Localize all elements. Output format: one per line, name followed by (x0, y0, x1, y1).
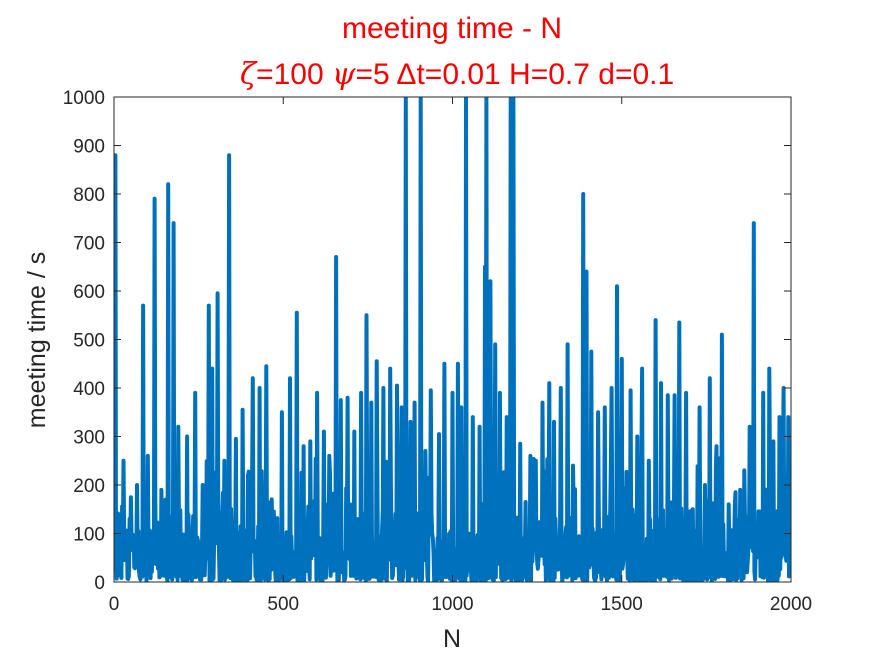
x-axis-ticks: 0 500 1000 1500 2000 (109, 97, 812, 615)
x-axis-label: N (443, 625, 461, 653)
chart-title: meeting time - N (342, 12, 562, 45)
y-tick-label: 700 (73, 234, 105, 255)
subtitle-rest: Δt=0.01 H=0.7 d=0.1 (396, 58, 674, 91)
x-tick-label: 500 (267, 594, 299, 615)
x-tick-label: 2000 (770, 594, 812, 615)
y-tick-label: 400 (73, 379, 105, 400)
x-tick-label: 1000 (431, 594, 473, 615)
y-tick-label: 300 (73, 428, 105, 449)
y-axis-label: meeting time / s (23, 252, 51, 428)
psi-value: =5 (356, 58, 397, 91)
chart-subtitle: ζ=100 ψ=5 Δt=0.01 H=0.7 d=0.1 (240, 57, 674, 92)
y-tick-label: 0 (94, 573, 105, 594)
y-tick-label: 800 (73, 185, 105, 206)
zeta-value: =100 (256, 58, 332, 91)
zeta-symbol: ζ (240, 57, 258, 92)
y-tick-label: 500 (73, 331, 105, 352)
series-line (114, 97, 791, 582)
x-tick-label: 1500 (601, 594, 643, 615)
y-tick-label: 100 (73, 525, 105, 546)
plot-area (113, 96, 792, 583)
y-tick-label: 1000 (63, 88, 105, 109)
y-tick-label: 600 (73, 282, 105, 303)
y-tick-label: 900 (73, 137, 105, 158)
y-axis-ticks: 0 100 200 300 400 500 600 700 800 900 1000 (63, 88, 791, 594)
y-tick-label: 200 (73, 476, 105, 497)
psi-symbol: ψ (332, 57, 356, 92)
x-tick-label: 0 (109, 594, 120, 615)
